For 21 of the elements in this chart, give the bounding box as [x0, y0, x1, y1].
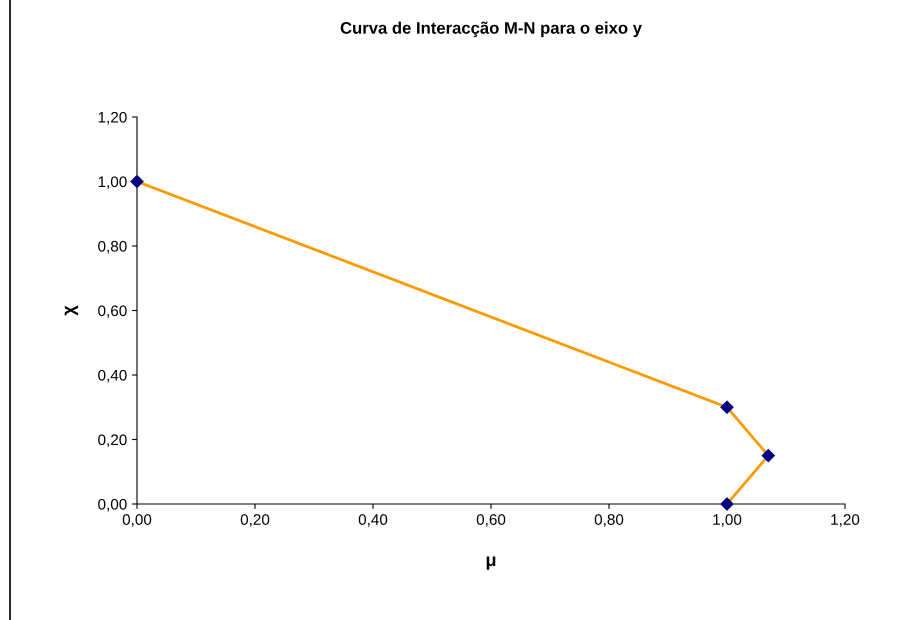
- y-axis-title: χ: [64, 305, 78, 316]
- y-tick-label: 0,40: [98, 370, 127, 382]
- x-tick-label: 0,20: [240, 514, 270, 527]
- x-tick-label: 1,00: [713, 514, 742, 527]
- x-tick-label: 0,00: [122, 514, 152, 527]
- x-tick-label: 1,20: [831, 514, 860, 527]
- y-tick-label: 1,00: [98, 176, 127, 189]
- x-tick-label: 0,80: [594, 514, 624, 527]
- x-axis-title: μ: [486, 556, 496, 570]
- y-tick-label: 1,20: [98, 112, 127, 124]
- y-tick-label: 0,80: [98, 240, 127, 254]
- point: [762, 449, 775, 462]
- point: [130, 174, 144, 188]
- chart-title: Curva de Interacção M-N para o eixo y: [340, 22, 642, 38]
- x-tick-label: 0,40: [358, 514, 388, 527]
- y-tick-label: 0,60: [98, 305, 127, 318]
- y-tick-label: 0,00: [98, 498, 127, 512]
- point: [720, 400, 734, 414]
- x-tick-label: 0,60: [476, 514, 506, 527]
- point: [720, 497, 734, 511]
- y-tick-label: 0,20: [98, 434, 127, 447]
